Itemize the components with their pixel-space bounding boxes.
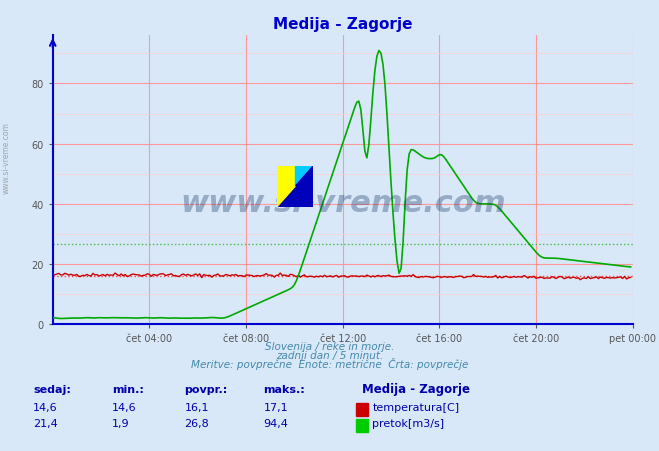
Text: Medija - Zagorje: Medija - Zagorje: [362, 382, 471, 396]
Bar: [277, 187, 295, 207]
Text: 26,8: 26,8: [185, 418, 210, 428]
Text: 1,9: 1,9: [112, 418, 130, 428]
Text: 16,1: 16,1: [185, 402, 209, 412]
Text: 21,4: 21,4: [33, 418, 58, 428]
Text: www.si-vreme.com: www.si-vreme.com: [2, 122, 11, 194]
Text: maks.:: maks.:: [264, 384, 305, 394]
Bar: [295, 187, 313, 207]
Polygon shape: [277, 167, 295, 207]
Text: Slovenija / reke in morje.: Slovenija / reke in morje.: [265, 341, 394, 351]
Text: sedaj:: sedaj:: [33, 384, 71, 394]
Text: 17,1: 17,1: [264, 402, 288, 412]
Text: zadnji dan / 5 minut.: zadnji dan / 5 minut.: [276, 350, 383, 360]
Text: min.:: min.:: [112, 384, 144, 394]
Text: Meritve: povprečne  Enote: metrične  Črta: povprečje: Meritve: povprečne Enote: metrične Črta:…: [191, 358, 468, 369]
Text: pretok[m3/s]: pretok[m3/s]: [372, 418, 444, 428]
Text: www.si-vreme.com: www.si-vreme.com: [180, 189, 505, 218]
Text: 14,6: 14,6: [33, 402, 57, 412]
Bar: [277, 167, 295, 187]
Bar: [295, 167, 313, 187]
Text: 14,6: 14,6: [112, 402, 136, 412]
Text: povpr.:: povpr.:: [185, 384, 228, 394]
Title: Medija - Zagorje: Medija - Zagorje: [273, 17, 413, 32]
Text: temperatura[C]: temperatura[C]: [372, 402, 459, 412]
Polygon shape: [295, 167, 313, 207]
Text: 94,4: 94,4: [264, 418, 289, 428]
